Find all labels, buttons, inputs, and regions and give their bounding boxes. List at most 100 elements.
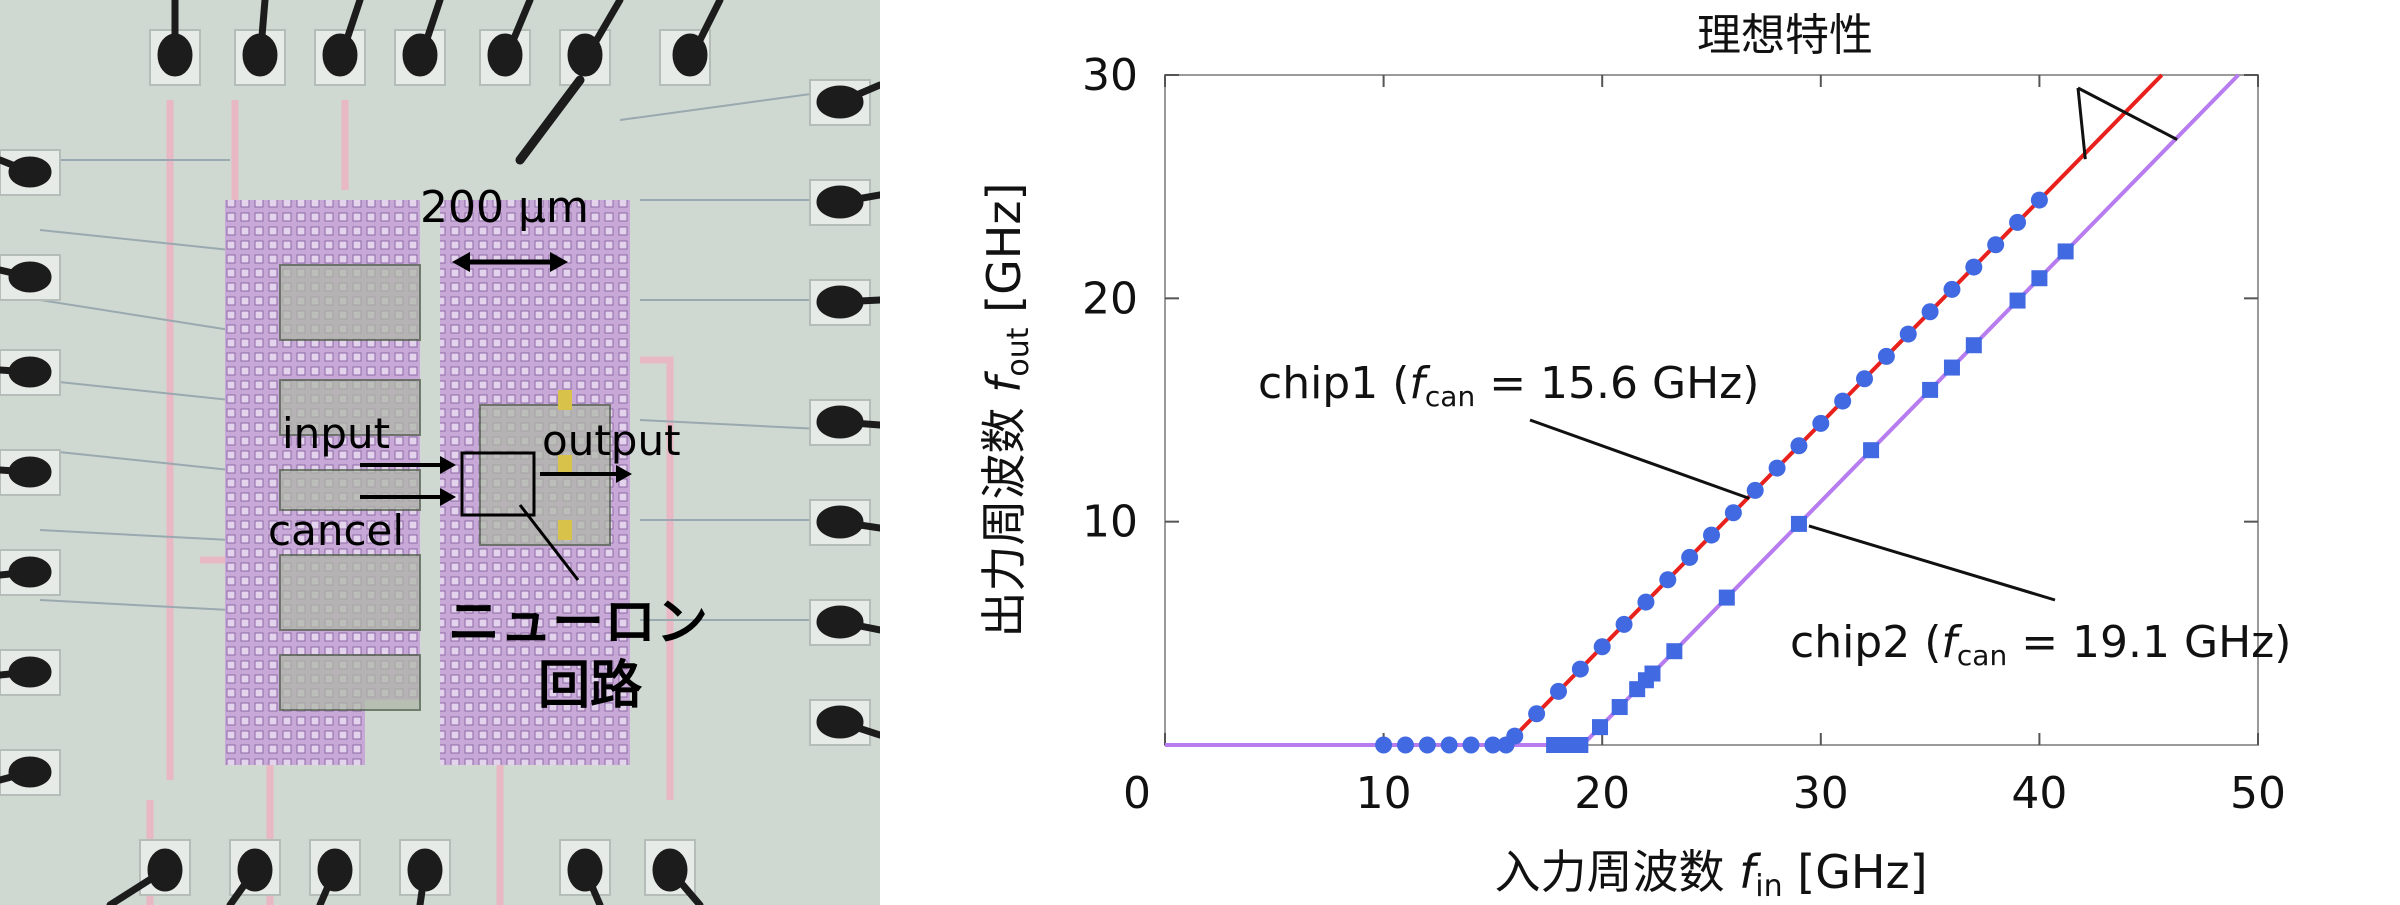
chip1-point-27 [1943,280,1961,298]
chip1-label: chip1 (fcan = 15.6 GHz) [1258,358,1759,413]
x-tick-label-2: 20 [1574,768,1630,819]
chip2-point-7 [1644,665,1661,682]
chip1-label-sub: can [1425,380,1475,413]
chip2-point-11 [1863,442,1880,459]
x-axis-label: 入力周波数 fin [GHz] [1494,845,1927,904]
x-tick-label-4: 40 [2011,768,2067,819]
data-points [1375,191,2074,754]
chip1-point-5 [1484,736,1502,754]
chip1-point-8 [1528,705,1546,723]
annotation-lines [1529,86,2178,602]
output-arrow [540,465,632,483]
chip2-point-16 [2031,270,2048,287]
chip1-point-7 [1506,727,1524,745]
neuron-label-line2: 回路 [538,656,643,716]
chip1-point-0 [1375,736,1393,754]
x-tick-labels: 0 10 20 30 40 50 [1123,768,2286,819]
chip2-label-sub: can [1957,639,2007,672]
input-arrow [360,456,456,474]
circuit-blocks [279,264,611,711]
chip2-point-12 [1922,381,1939,398]
chip2-label-suffix: = 19.1 GHz) [2007,617,2291,668]
chip2-leader [1808,524,2056,602]
chip1-point-12 [1615,615,1633,633]
x-axis-label-sub: in [1755,869,1782,904]
y-axis-label-unit: [GHz] [977,183,1031,328]
scale-bar-label: 200 µm [420,182,589,233]
chip1-point-2 [1418,736,1436,754]
chip1-point-10 [1571,660,1589,678]
chip2-point-17 [2057,243,2074,260]
x-tick-label-3: 30 [1793,768,1849,819]
chip1-point-15 [1681,548,1699,566]
y-tick-label-0: 10 [1082,497,1138,548]
chip2-point-4 [1611,699,1628,716]
chart-title: 理想特性 [1697,10,1873,61]
y-axis-label-sub: out [1001,327,1036,376]
neuron-leader-line [518,504,580,581]
y-axis-label-prefix: 出力周波数 [977,393,1031,638]
neuron-label-line1: ニューロン [448,593,708,653]
chip1-point-20 [1790,437,1808,455]
scale-bar [452,252,568,272]
chip2-point-15 [2009,292,2026,309]
chip1-point-23 [1856,370,1874,388]
chip1-point-13 [1637,593,1655,611]
chip2-point-1 [1559,737,1576,753]
x-tick-label-1: 10 [1356,768,1412,819]
cancel-label: cancel [268,506,404,555]
chip1-point-16 [1703,526,1720,544]
y-axis-label: 出力周波数 fout [GHz] [977,183,1036,638]
chip2-point-3 [1592,719,1609,736]
neuron-circuit-box [460,451,536,517]
cancel-arrow [360,488,456,506]
chip2-label-prefix: chip2 ( [1790,617,1941,668]
bond-wires [0,0,880,905]
chip1-point-1 [1396,736,1414,754]
input-label: input [282,409,390,458]
chip1-point-24 [1877,347,1895,365]
chip1-point-17 [1724,504,1742,522]
chip2-point-9 [1718,589,1735,606]
chip2-label: chip2 (fcan = 19.1 GHz) [1790,617,2291,672]
thin-traces [39,89,841,621]
ideal-leader-2 [2077,86,2178,141]
chip1-label-suffix: = 15.6 GHz) [1475,358,1759,409]
chip1-point-26 [1921,303,1939,321]
x-axis-label-prefix: 入力周波数 [1494,845,1739,899]
chip1-point-19 [1768,459,1786,477]
chip1-point-14 [1659,571,1677,589]
chip1-point-29 [1987,236,2005,254]
chip1-point-4 [1462,736,1480,754]
chip1-leader [1529,418,1750,500]
chip1-point-21 [1812,414,1830,432]
chip1-point-22 [1834,392,1852,410]
chip-micrograph: 200 µm input cancel output ニューロン 回路 [0,0,880,905]
chip2-point-10 [1790,515,1807,532]
y-tick-label-1: 20 [1082,273,1138,324]
x-tick-label-0: 0 [1123,768,1151,819]
plot-frame [1164,74,2259,746]
chip1-point-28 [1965,258,1983,276]
chip1-point-31 [2030,191,2048,209]
x-axis-label-unit: [GHz] [1783,845,1928,899]
output-label: output [542,416,681,465]
ideal-leader-1 [2076,87,2087,160]
chip1-point-18 [1746,481,1764,499]
chip2-point-13 [1943,359,1960,376]
chip1-label-prefix: chip1 ( [1258,358,1409,409]
chip1-point-11 [1593,638,1611,656]
y-tick-label-2: 30 [1082,50,1138,101]
chip1-point-25 [1899,325,1917,343]
chip2-point-0 [1546,737,1563,753]
resistor-marks [558,390,572,540]
chip1-point-30 [2009,213,2027,231]
chip1-point-9 [1549,682,1567,700]
chip2-point-8 [1666,643,1683,660]
chip1-point-3 [1440,736,1458,754]
chip2-point-14 [1965,337,1982,354]
x-tick-label-5: 50 [2230,768,2286,819]
y-tick-labels: 10 20 30 [1082,50,1138,548]
